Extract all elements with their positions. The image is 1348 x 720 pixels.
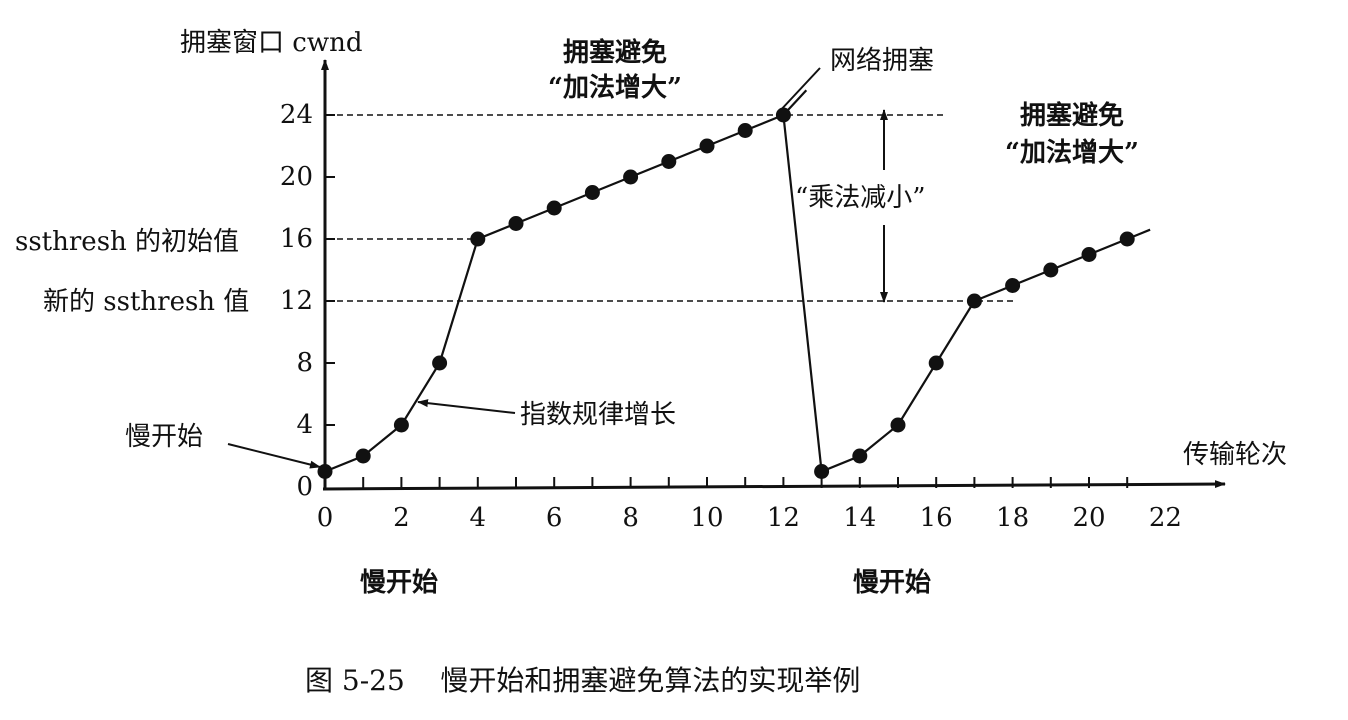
data-point [966, 293, 982, 309]
data-point [699, 138, 715, 154]
ca1-annotation-line1: 拥塞避免 [562, 38, 667, 68]
y-tick-label: 24 [279, 100, 313, 130]
data-point [584, 185, 600, 200]
cwnd-series [317, 89, 1151, 479]
data-point [432, 355, 448, 371]
ca2-annotation-line1: 拥塞避免 [1019, 101, 1124, 131]
x-tick-label: 0 [316, 503, 334, 533]
x-tick-label: 18 [996, 503, 1030, 533]
data-point [508, 216, 524, 231]
y-axis-title: 拥塞窗口 cwnd [180, 28, 363, 58]
x-tick-label: 14 [843, 503, 877, 533]
data-point [355, 448, 371, 464]
data-point [814, 464, 830, 479]
data-point [1081, 247, 1097, 262]
exponential-pointer [417, 399, 516, 414]
slow-start-bottom-label-1: 慢开始 [360, 568, 439, 598]
x-axis-title: 传输轮次 [1183, 440, 1288, 470]
x-tick-label: 2 [393, 503, 410, 533]
ssthresh-new-label: 新的 ssthresh 值 [43, 287, 250, 317]
data-point [623, 169, 639, 185]
y-tick-label: 8 [296, 348, 313, 378]
data-point [890, 417, 906, 433]
ca2-annotation-line2: “加法增大” [1005, 138, 1139, 168]
data-point [737, 123, 753, 138]
y-tick-label: 12 [279, 286, 313, 316]
slow-start-left-label: 慢开始 [125, 422, 204, 452]
data-point [546, 200, 562, 216]
data-point [393, 417, 409, 433]
x-tick-label: 10 [690, 503, 724, 533]
figure-caption: 图 5-25 慢开始和拥塞避免算法的实现举例 [305, 664, 861, 697]
x-tick-label: 12 [766, 503, 800, 533]
cwnd-line-phase2 [782, 114, 1151, 474]
x-axis [322, 480, 1226, 491]
ssthresh-initial-label: ssthresh 的初始值 [15, 227, 240, 257]
x-tick-label: 8 [622, 503, 639, 533]
congestion-pointer [777, 67, 821, 114]
slow-start-pointer [227, 443, 321, 469]
axes [321, 59, 1226, 491]
exponential-growth-label: 指数规律增长 [520, 400, 677, 430]
x-tick-label: 20 [1072, 503, 1106, 533]
mult-decrease-label: “乘法减小” [795, 183, 926, 213]
data-point [1005, 278, 1021, 293]
data-point [470, 231, 486, 247]
data-point [852, 448, 868, 464]
y-tick-label: 20 [279, 162, 313, 192]
x-tick-label: 4 [469, 503, 487, 533]
data-point [1119, 231, 1135, 247]
y-tick-label: 0 [296, 472, 313, 502]
data-point [317, 464, 333, 479]
reference-lines [327, 114, 1015, 302]
x-tick-label: 6 [545, 503, 563, 533]
ca1-annotation-line2: “加法增大” [548, 73, 682, 103]
annotation-arrows [227, 67, 888, 469]
data-point [775, 107, 791, 123]
data-point [661, 154, 677, 169]
slow-start-bottom-label-2: 慢开始 [853, 568, 932, 598]
y-tick-label: 4 [296, 410, 313, 440]
data-point [928, 355, 944, 371]
network-congestion-label: 网络拥塞 [830, 46, 935, 76]
x-tick-label: 16 [919, 503, 953, 533]
y-tick-label: 16 [279, 224, 313, 254]
data-point [1043, 262, 1059, 278]
x-axis-ticks [362, 477, 1129, 488]
x-tick-label: 22 [1148, 503, 1182, 533]
